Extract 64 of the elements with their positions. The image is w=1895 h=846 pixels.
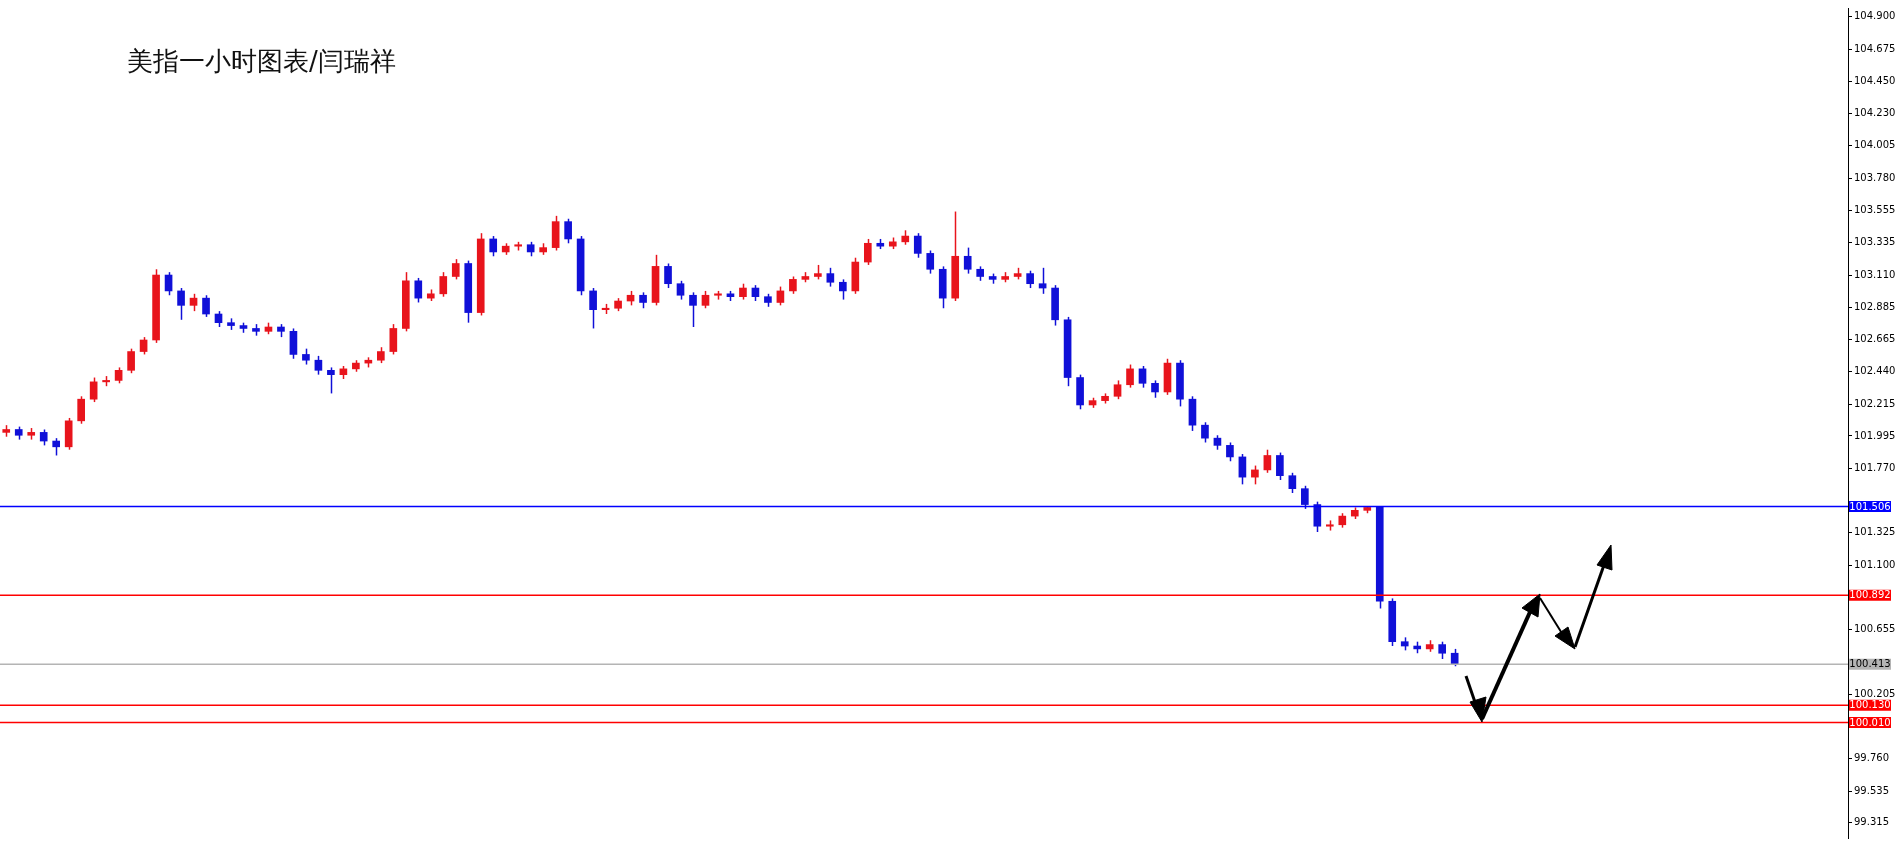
candlestick — [589, 287, 597, 330]
candlestick — [1301, 485, 1309, 510]
candlestick — [1126, 363, 1134, 389]
candlestick — [963, 246, 972, 275]
y-tick-label: 104.450 — [1854, 75, 1895, 87]
candlestick — [314, 355, 323, 376]
candlestick — [1138, 365, 1147, 389]
y-tick-label: 102.665 — [1854, 332, 1895, 344]
y-tick-label: 103.780 — [1854, 171, 1895, 183]
candlestick — [77, 395, 85, 425]
y-tick-label: 100.655 — [1854, 623, 1895, 635]
candlestick — [202, 294, 210, 318]
y-tick-label: 103.110 — [1854, 268, 1895, 280]
ref-line-label: 100.130 — [1849, 699, 1891, 711]
y-tick-label: 101.770 — [1854, 462, 1895, 474]
text: 美指一小时图表/闫瑞祥 — [127, 45, 396, 78]
candlestick — [1276, 451, 1284, 481]
candlestick — [89, 376, 98, 403]
y-tick-label: 103.335 — [1854, 236, 1895, 248]
candlestick — [689, 291, 697, 328]
candlestick — [564, 218, 572, 245]
y-tick-label: 100.205 — [1854, 687, 1895, 699]
candlestick — [863, 238, 872, 266]
y-tick-label: 104.005 — [1854, 139, 1895, 151]
candlestick — [389, 323, 398, 356]
y-tick-label: 101.100 — [1854, 558, 1895, 570]
candlestick — [926, 249, 935, 275]
candlestick — [177, 287, 185, 321]
candlestick — [489, 235, 498, 258]
y-tick-label: 101.995 — [1854, 429, 1895, 441]
candlestick — [913, 232, 922, 259]
ref-line-label: 100.413 — [1849, 658, 1891, 670]
y-tick-label: 99.535 — [1854, 784, 1889, 796]
ref-line-label: 100.010 — [1849, 716, 1891, 728]
candlestick — [414, 277, 423, 304]
candlestick — [289, 327, 298, 360]
y-tick-label: 102.440 — [1854, 365, 1895, 377]
y-tick-label: 104.675 — [1854, 42, 1895, 54]
y-tick-label: 99.760 — [1854, 752, 1889, 764]
y-tick-label: 102.885 — [1854, 301, 1895, 313]
y-tick-label: 102.215 — [1854, 397, 1895, 409]
candlestick — [676, 280, 685, 301]
y-tick-label: 104.230 — [1854, 106, 1895, 118]
candlestick — [127, 347, 135, 374]
candlestick — [839, 278, 847, 301]
candlestick — [1263, 448, 1272, 474]
candlestick — [1313, 500, 1322, 533]
ref-line-label: 101.506 — [1849, 500, 1891, 512]
candlestick — [327, 366, 335, 395]
candlestick — [664, 262, 672, 289]
candlestick — [1251, 464, 1259, 486]
y-tick-label: 103.555 — [1854, 204, 1895, 216]
candlestick — [451, 258, 460, 281]
y-tick-label: 101.325 — [1854, 526, 1895, 538]
y-tick-label: 99.315 — [1854, 816, 1889, 828]
candlestick — [1201, 421, 1209, 444]
candlestick — [1038, 267, 1047, 295]
candlestick — [1226, 441, 1234, 462]
candlestick — [1288, 472, 1297, 494]
candlestick — [1113, 379, 1122, 400]
candlestick — [826, 267, 835, 288]
ref-line-label: 100.892 — [1849, 589, 1891, 601]
y-tick-label: 104.900 — [1854, 10, 1895, 22]
candlestick — [439, 271, 448, 298]
